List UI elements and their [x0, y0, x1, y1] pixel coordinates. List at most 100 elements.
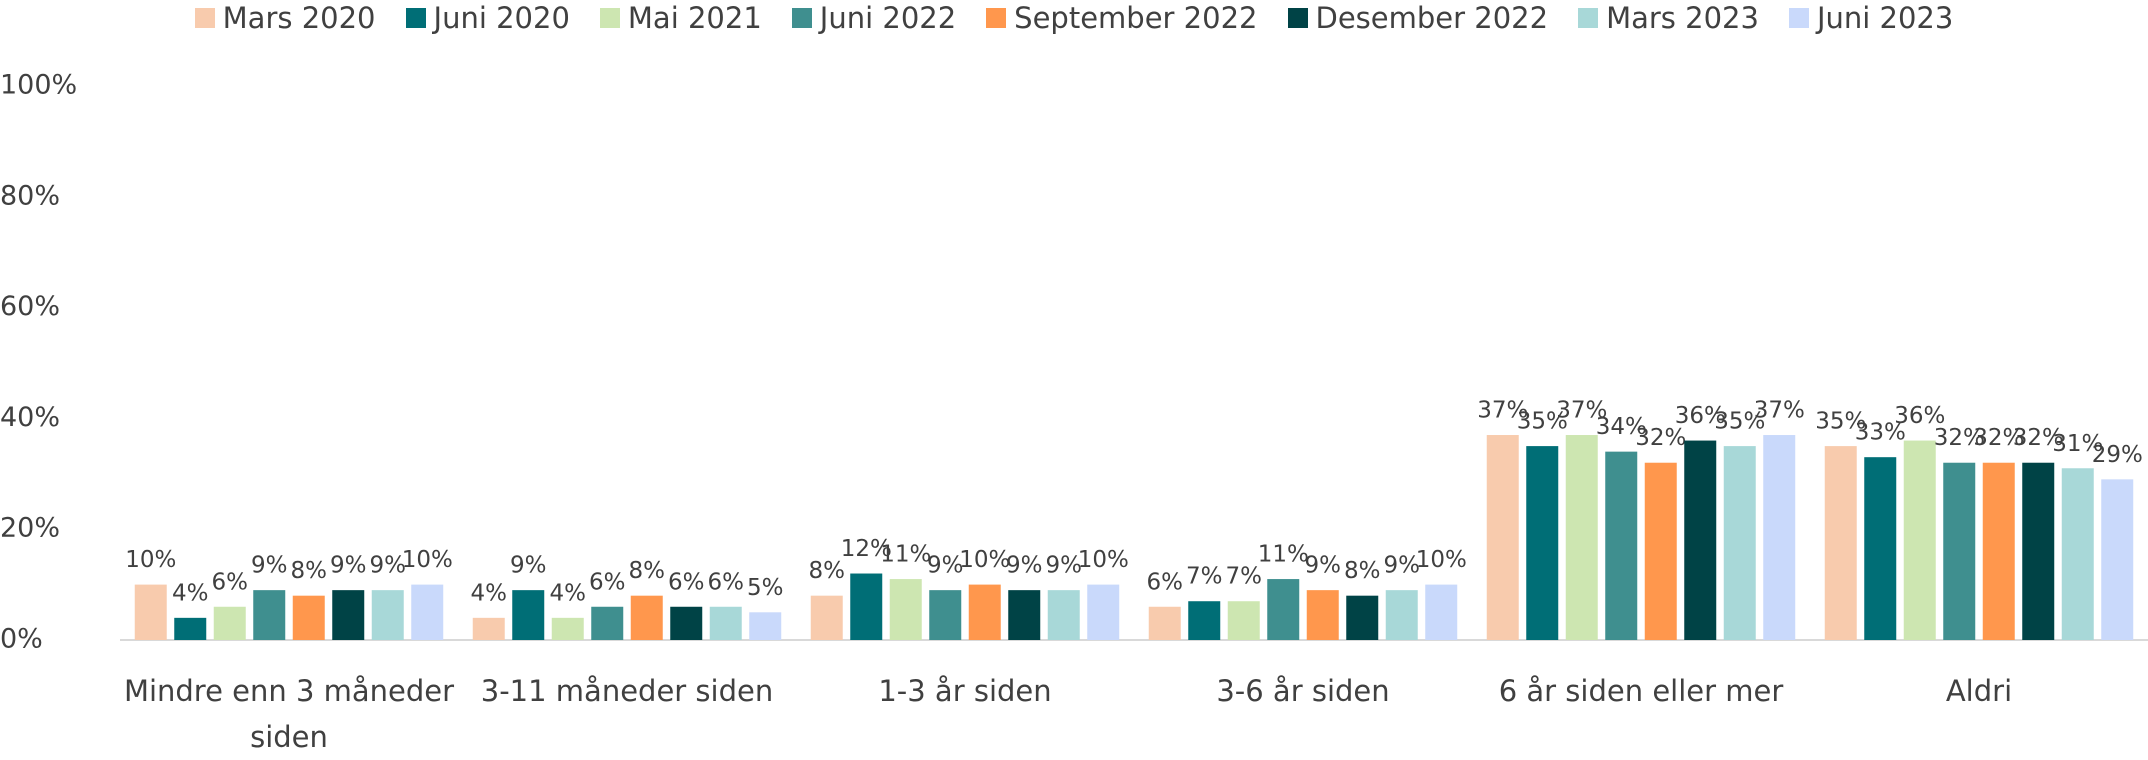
bar [1824, 446, 1857, 640]
bar [1982, 462, 2015, 640]
data-label: 11% [880, 542, 931, 568]
data-label: 9% [1305, 553, 1342, 579]
data-label: 6% [708, 569, 745, 595]
bar [1644, 462, 1677, 640]
bar [810, 595, 843, 640]
bar [2101, 479, 2134, 640]
data-label: 10% [1078, 547, 1129, 573]
legend-label: Mars 2020 [222, 1, 376, 35]
data-label: 12% [841, 536, 892, 562]
data-label: 4% [172, 580, 209, 606]
bar [332, 590, 365, 640]
data-label: 37% [1556, 398, 1607, 424]
bar [411, 584, 444, 640]
data-label: 35% [1517, 409, 1568, 435]
data-label: 10% [125, 547, 176, 573]
data-label: 36% [1675, 403, 1726, 429]
data-label: 4% [550, 580, 587, 606]
bar [1526, 446, 1559, 640]
x-tick-label: Aldri [1945, 674, 2013, 708]
bar [1267, 579, 1300, 640]
data-label: 31% [2052, 431, 2103, 457]
data-label: 7% [1226, 564, 1263, 590]
data-label: 6% [1147, 569, 1184, 595]
data-label: 5% [747, 575, 784, 601]
bar [929, 590, 962, 640]
data-label: 37% [1477, 398, 1528, 424]
bar [591, 606, 624, 640]
data-label: 8% [629, 558, 666, 584]
data-label: 10% [402, 547, 453, 573]
bar [1306, 590, 1339, 640]
legend-label: Juni 2020 [433, 1, 570, 35]
data-label: 36% [1894, 403, 1945, 429]
data-label: 9% [1046, 553, 1083, 579]
data-label: 7% [1186, 564, 1223, 590]
bar [1486, 435, 1519, 640]
y-tick-label: 20% [0, 513, 60, 544]
data-label: 35% [1815, 409, 1866, 435]
bar [850, 573, 883, 640]
legend-swatch [194, 8, 215, 28]
x-tick-label: 3-11 måneder siden [480, 674, 774, 708]
bar [253, 590, 286, 640]
data-label: 10% [1416, 547, 1467, 573]
legend-item: Desember 2022 [1287, 1, 1548, 35]
data-label: 37% [1754, 398, 1805, 424]
legend-label: September 2022 [1014, 1, 1258, 35]
data-label: 9% [330, 553, 367, 579]
bar [1227, 601, 1260, 640]
data-label: 9% [510, 553, 547, 579]
data-label: 6% [589, 569, 626, 595]
data-label: 8% [1344, 558, 1381, 584]
legend-swatch [1788, 8, 1809, 28]
legend-label: Juni 2022 [819, 1, 957, 35]
legend-item: September 2022 [986, 1, 1258, 35]
data-label: 8% [809, 558, 846, 584]
bar [213, 606, 246, 640]
bar [1864, 457, 1897, 640]
data-label: 11% [1258, 542, 1309, 568]
data-label: 34% [1596, 414, 1647, 440]
data-label: 29% [2092, 442, 2143, 468]
bar [1425, 584, 1458, 640]
bar [1684, 440, 1717, 640]
bar [1346, 595, 1379, 640]
data-label: 6% [668, 569, 705, 595]
bar [292, 595, 325, 640]
bar [134, 584, 167, 640]
legend-swatch [405, 8, 426, 28]
legend-item: Mars 2020 [194, 1, 376, 35]
data-label: 35% [1714, 409, 1765, 435]
legend-label: Juni 2023 [1816, 1, 1954, 35]
bar [1565, 435, 1598, 640]
legend-label: Mars 2023 [1606, 1, 1759, 35]
data-label: 33% [1855, 420, 1906, 446]
data-label: 32% [1973, 425, 2024, 451]
data-label: 9% [927, 553, 964, 579]
data-label: 9% [251, 553, 288, 579]
x-tick-label: Mindre enn 3 måneder siden [123, 674, 455, 754]
bar [670, 606, 703, 640]
data-label: 9% [1384, 553, 1421, 579]
bar [1148, 606, 1181, 640]
bar [2022, 462, 2055, 640]
bar [630, 595, 663, 640]
bar [1008, 590, 1041, 640]
bar [2061, 468, 2094, 640]
y-tick-label: 0% [0, 624, 43, 655]
data-label: 4% [471, 580, 508, 606]
bar [1188, 601, 1221, 640]
legend-item: Juni 2023 [1788, 1, 1954, 35]
bar [551, 617, 584, 640]
y-tick-label: 100% [0, 70, 77, 101]
x-tick-label: 3-6 år siden [1216, 674, 1390, 708]
legend-item: Juni 2020 [405, 1, 570, 35]
y-tick-label: 80% [0, 180, 60, 211]
data-label: 9% [1006, 553, 1043, 579]
legend-swatch [791, 8, 812, 28]
bar [889, 579, 922, 640]
bar [1943, 462, 1976, 640]
